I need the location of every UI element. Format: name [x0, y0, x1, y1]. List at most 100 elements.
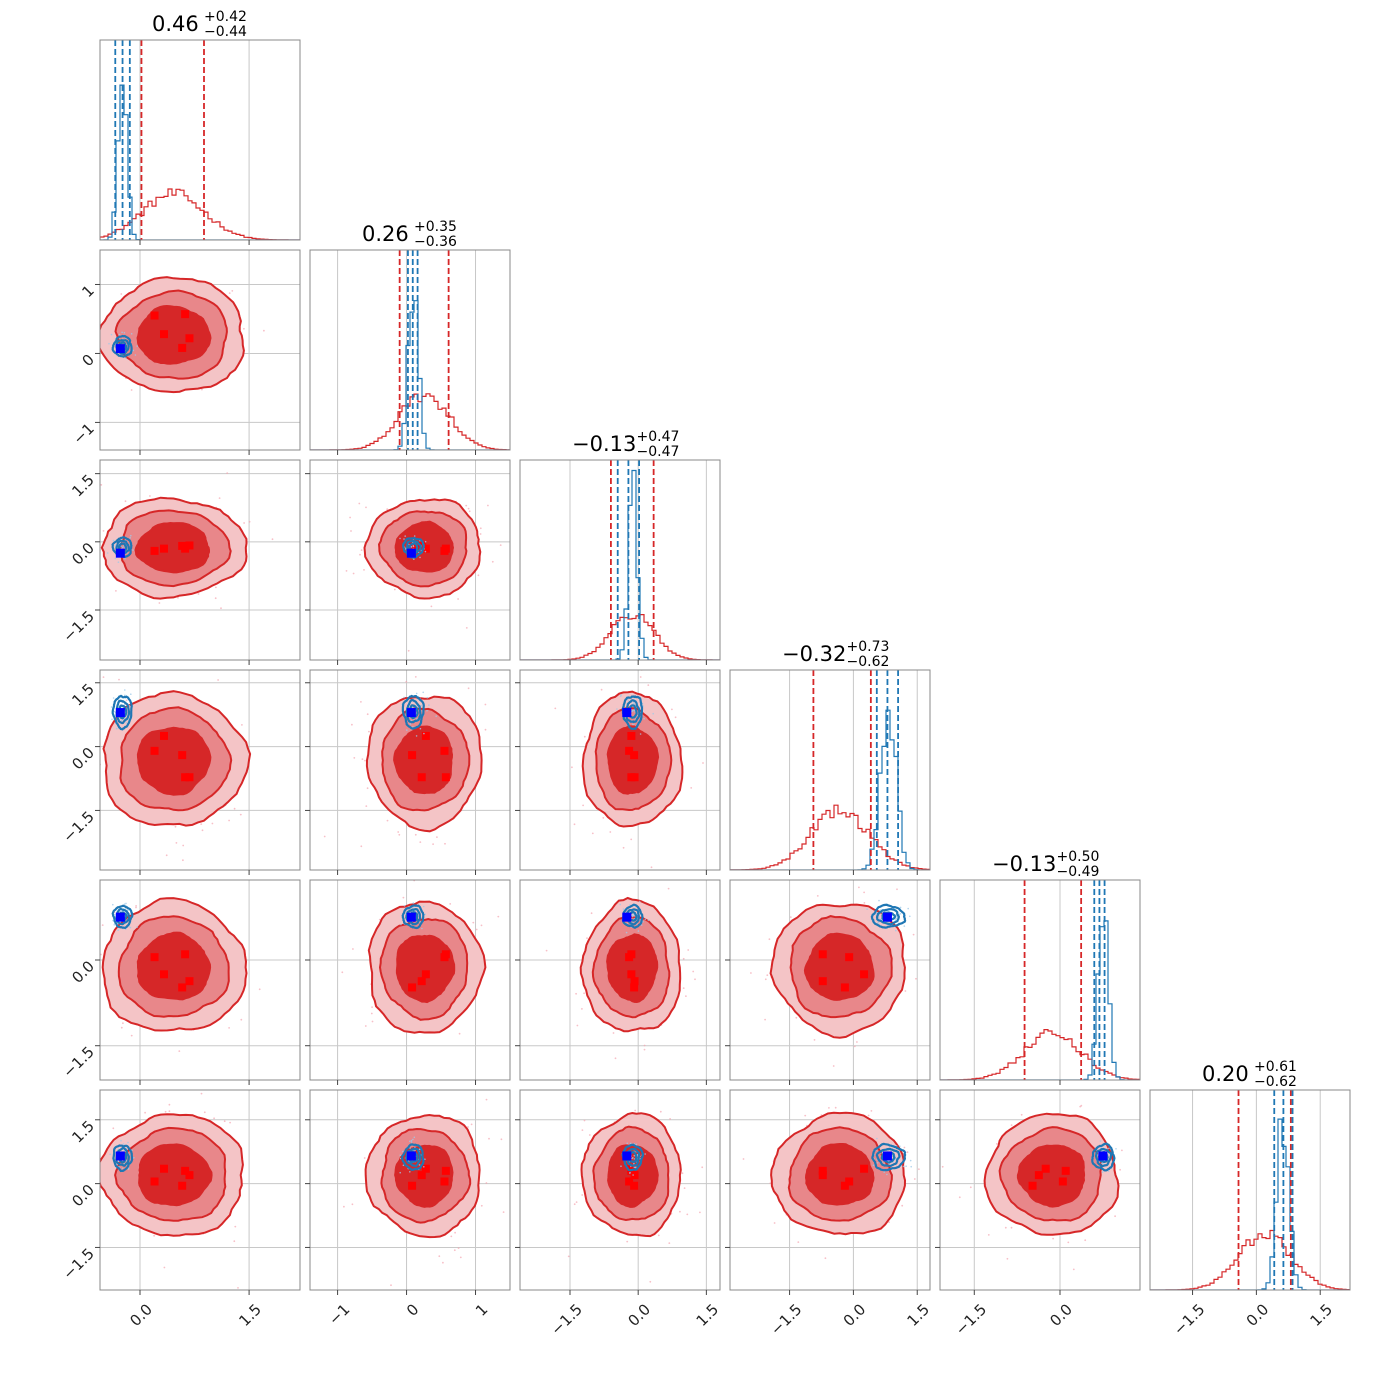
scatter-point	[573, 1203, 576, 1206]
scatter-point	[1079, 1105, 1082, 1108]
contour-reference-1sigma	[606, 725, 660, 795]
panel-frame	[309, 249, 511, 451]
scatter-point	[239, 813, 242, 816]
comparison-marker	[115, 344, 125, 354]
y-tick-label: 0.0	[68, 744, 98, 774]
scatter-point	[488, 1137, 490, 1140]
x-tick-label: 0.0	[126, 1300, 156, 1330]
scatter-point	[453, 1249, 456, 1252]
comparison-marker	[1098, 1151, 1108, 1161]
scatter-point	[470, 1123, 473, 1126]
scatter-point-comparison	[1107, 1170, 1110, 1172]
scatter-point-comparison	[619, 903, 621, 906]
title-median: 0.20	[1202, 1062, 1249, 1086]
scatter-point-comparison	[112, 539, 115, 542]
scatter-point	[226, 472, 229, 474]
scatter-point	[674, 716, 677, 719]
reference-marker	[417, 1171, 426, 1180]
scatter-point-comparison	[409, 723, 412, 725]
scatter-point-comparison	[120, 719, 123, 722]
reference-marker	[1028, 1181, 1037, 1190]
scatter-point	[600, 688, 603, 691]
scatter-point	[124, 500, 127, 503]
scatter-point	[449, 903, 452, 905]
scatter-point-comparison	[403, 696, 405, 699]
scatter-point	[343, 1205, 345, 1208]
scatter-point-comparison	[878, 916, 880, 918]
panel-frame	[99, 39, 301, 241]
histogram	[730, 804, 930, 870]
title-minus: −0.49	[1057, 864, 1100, 880]
scatter-point	[1052, 1237, 1054, 1240]
scatter-point-comparison	[423, 1166, 425, 1168]
scatter-point	[360, 845, 363, 848]
scatter-point	[523, 744, 525, 746]
scatter-point	[371, 1020, 374, 1023]
scatter-point	[386, 508, 389, 511]
scatter-point-comparison	[638, 900, 641, 903]
scatter-point	[457, 1247, 460, 1249]
scatter-point-comparison	[112, 919, 114, 922]
reference-marker	[630, 751, 639, 760]
contour-comparison	[405, 539, 422, 556]
scatter-point	[583, 1119, 586, 1122]
scatter-point	[365, 805, 368, 807]
scatter-point-comparison	[124, 557, 126, 560]
panel-2-1	[305, 459, 519, 665]
panel-frame	[309, 1089, 511, 1291]
contour-comparison	[405, 1147, 422, 1167]
histogram	[730, 709, 930, 870]
scatter-point	[118, 678, 120, 681]
x-tick-label: 0.0	[840, 1300, 870, 1330]
scatter-point	[200, 1092, 203, 1095]
reference-marker	[417, 773, 426, 782]
reference-marker	[181, 950, 190, 959]
scatter-point	[84, 1150, 86, 1152]
scatter-point-comparison	[644, 1153, 646, 1155]
title-plus: +0.73	[847, 639, 890, 655]
scatter-point	[856, 1041, 858, 1043]
scatter-point-comparison	[117, 929, 119, 931]
scatter-point	[484, 703, 487, 706]
reference-marker	[408, 1181, 417, 1190]
y-tick-label: 0.0	[68, 957, 98, 987]
scatter-point	[485, 1098, 488, 1101]
scatter-point	[122, 1022, 124, 1025]
contour-comparison	[1094, 1147, 1113, 1168]
scatter-point	[351, 723, 353, 726]
reference-marker	[630, 977, 639, 986]
scatter-point	[165, 854, 168, 857]
y-tick-label: 1.5	[68, 680, 98, 710]
scatter-point	[893, 1074, 895, 1076]
scatter-point	[223, 1120, 226, 1123]
x-tick-label: −1	[325, 1300, 353, 1328]
scatter-point	[442, 1261, 444, 1264]
scatter-point	[459, 1256, 462, 1259]
scatter-point	[517, 551, 519, 553]
scatter-point	[217, 679, 220, 681]
scatter-point	[94, 933, 96, 935]
contour-comparison	[115, 539, 131, 555]
scatter-point	[888, 1221, 890, 1223]
scatter-point-comparison	[635, 1143, 638, 1146]
scatter-point	[1020, 1113, 1023, 1116]
panel-title: 0.46	[152, 12, 199, 36]
scatter-point	[360, 701, 362, 703]
scatter-point-comparison	[640, 924, 643, 926]
scatter-point	[987, 1234, 990, 1236]
scatter-point	[419, 841, 422, 843]
scatter-point-comparison	[895, 929, 897, 932]
scatter-point	[200, 823, 203, 825]
scatter-point	[582, 804, 584, 807]
scatter-point	[657, 1234, 660, 1237]
scatter-point	[824, 1257, 827, 1260]
scatter-point	[590, 912, 593, 915]
x-tick-label: −1.5	[952, 1300, 990, 1338]
scatter-point	[1119, 1168, 1121, 1171]
title-plus: +0.47	[637, 429, 680, 445]
panel-frame	[729, 879, 931, 1081]
scatter-point-comparison	[422, 691, 425, 694]
title-median: 0.26	[362, 222, 409, 246]
scatter-point	[240, 1018, 243, 1021]
scatter-point-comparison	[412, 545, 415, 548]
